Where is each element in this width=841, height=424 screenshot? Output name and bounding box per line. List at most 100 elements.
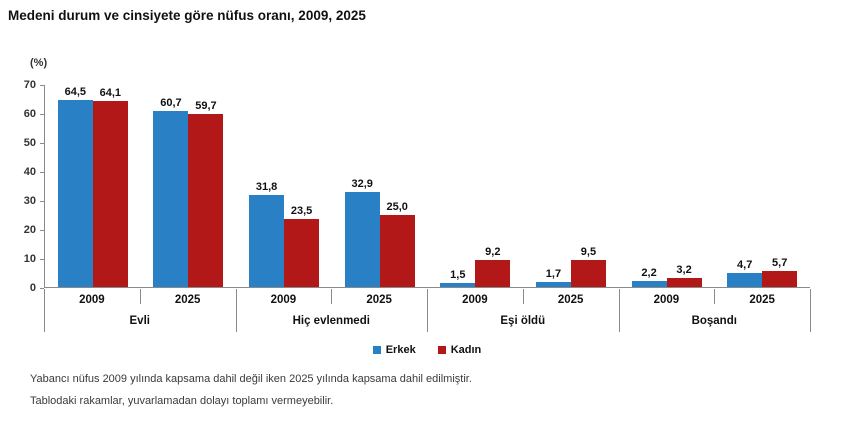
plot-area: 64,5 64,1 60,7 59,7 31,8 23,5 32,9 25,0 1,5 9,2 1,… — [44, 85, 810, 288]
x-category-label: Evli — [129, 315, 150, 327]
bar-wrap: 32,9 — [344, 177, 380, 287]
year-cell: 60,7 59,7 — [141, 85, 237, 287]
bar-value-label: 3,2 — [676, 263, 692, 276]
chart-title: Medeni durum ve cinsiyete göre nüfus ora… — [8, 8, 366, 23]
bar-wrap: 3,2 — [666, 263, 702, 287]
year-cell: 32,9 25,0 — [332, 85, 428, 287]
x-category-label: Boşandı — [691, 315, 737, 327]
year-row: 2009 2025 2009 2025 2009 2025 2009 2025 — [44, 289, 810, 311]
group-divider — [427, 289, 428, 332]
bar-group: 31,8 23,5 32,9 25,0 — [236, 85, 427, 287]
y-tick-mark — [40, 114, 44, 115]
bar-value-label: 31,8 — [255, 180, 278, 193]
y-axis-unit-label: (%) — [30, 57, 48, 69]
legend-label: Erkek — [385, 344, 416, 356]
x-year-label: 2025 — [366, 294, 392, 306]
bar-wrap: 31,8 — [249, 180, 285, 287]
bar — [535, 282, 571, 287]
bar — [188, 113, 224, 287]
footnote-1: Yabancı nüfus 2009 yılında kapsama dahil… — [30, 373, 472, 385]
bar-wrap: 9,5 — [570, 246, 606, 287]
y-tick-label: 20 — [23, 224, 36, 236]
bar-wrap: 9,2 — [475, 246, 511, 287]
legend: Erkek Kadın — [44, 344, 810, 356]
bar — [92, 101, 128, 287]
x-year-label: 2009 — [462, 294, 488, 306]
y-tick-mark — [40, 143, 44, 144]
y-tick-label: 50 — [23, 137, 36, 149]
y-tick-label: 10 — [23, 253, 36, 265]
y-tick-label: 40 — [23, 166, 36, 178]
year-cell: 1,7 9,5 — [523, 85, 619, 287]
bar — [57, 100, 93, 287]
bar — [631, 280, 667, 287]
year-cell: 4,7 5,7 — [714, 85, 810, 287]
y-tick-label: 0 — [29, 282, 36, 294]
year-cell: 1,5 9,2 — [428, 85, 524, 287]
bar-wrap: 59,7 — [188, 99, 224, 287]
x-category-label: Hiç evlenmedi — [292, 315, 370, 327]
footnote-2: Tablodaki rakamlar, yuvarlamadan dolayı … — [30, 395, 334, 407]
bar — [762, 270, 798, 287]
legend-item: Erkek — [372, 344, 416, 356]
x-year-label: 2009 — [79, 294, 105, 306]
bar-value-label: 25,0 — [386, 200, 408, 213]
bar-value-label: 4,7 — [737, 259, 753, 272]
category-row: Evli Hiç evlenmedi Eşi öldü Boşandı — [44, 311, 810, 333]
bar-value-label: 60,7 — [160, 97, 182, 109]
bar-wrap: 64,5 — [57, 86, 93, 287]
year-cell: 64,5 64,1 — [45, 85, 141, 287]
bar-value-label: 59,7 — [195, 99, 217, 112]
bar — [344, 191, 380, 287]
bar-value-label: 5,7 — [772, 256, 788, 269]
y-tick-label: 30 — [23, 195, 36, 207]
bar-value-label: 32,9 — [351, 177, 373, 190]
y-tick-mark — [40, 259, 44, 260]
y-tick-mark — [40, 85, 44, 86]
y-tick-mark — [40, 230, 44, 231]
x-year-label: 2025 — [749, 294, 775, 306]
bar-wrap: 64,1 — [92, 87, 128, 287]
bar-wrap: 4,7 — [727, 259, 763, 287]
bar — [284, 218, 320, 287]
x-axis-band: 2009 2025 2009 2025 2009 2025 2009 2025 Evli Hiç … — [44, 289, 811, 333]
bar-value-label: 9,2 — [485, 246, 501, 259]
legend-item: Kadın — [437, 344, 481, 356]
x-year-label: 2009 — [653, 294, 680, 306]
year-cell: 2,2 3,2 — [619, 85, 715, 287]
y-tick-mark — [40, 288, 44, 289]
x-year-label: 2025 — [557, 294, 584, 306]
y-tick-label: 70 — [23, 79, 36, 91]
year-divider — [331, 289, 333, 304]
bar-wrap: 1,5 — [440, 268, 476, 287]
bar-wrap: 1,7 — [535, 268, 571, 287]
x-category-label: Eşi öldü — [500, 315, 546, 327]
bar-wrap: 60,7 — [153, 97, 189, 287]
bar-group: 64,5 64,1 60,7 59,7 — [45, 85, 236, 287]
bar — [666, 277, 702, 287]
x-year-label: 2009 — [270, 294, 297, 306]
bar — [475, 260, 511, 287]
bar-group: 1,5 9,2 1,7 9,5 — [428, 85, 619, 287]
bar-value-label: 1,7 — [545, 268, 562, 281]
bar — [570, 259, 606, 287]
bar-value-label: 1,5 — [450, 268, 466, 281]
year-cell: 31,8 23,5 — [236, 85, 332, 287]
y-tick-label: 60 — [23, 108, 36, 120]
bar-wrap: 5,7 — [762, 256, 798, 287]
bar — [379, 214, 415, 287]
bar-value-label: 64,1 — [99, 87, 122, 100]
bar-value-label: 23,5 — [290, 204, 313, 217]
group-divider — [618, 289, 620, 332]
bar-wrap: 23,5 — [284, 204, 320, 287]
group-divider — [44, 289, 45, 332]
legend-swatch — [437, 346, 446, 354]
bar-wrap: 25,0 — [379, 200, 415, 287]
bar-value-label: 2,2 — [641, 266, 657, 279]
bar — [249, 194, 285, 287]
bar-value-label: 64,5 — [64, 86, 87, 98]
bar-wrap: 2,2 — [631, 266, 667, 287]
group-divider — [810, 289, 811, 332]
y-tick-mark — [40, 201, 44, 202]
bar — [727, 273, 763, 287]
